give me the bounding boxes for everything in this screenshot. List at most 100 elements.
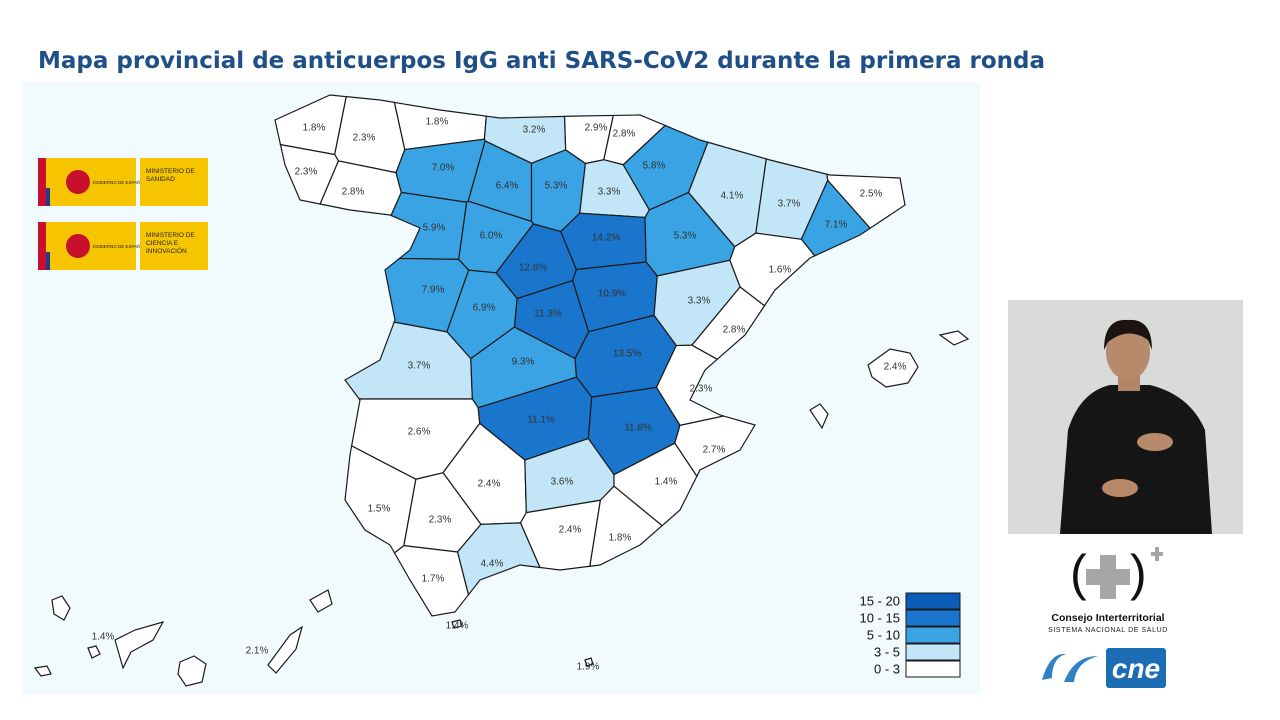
province <box>393 545 470 617</box>
province-label: 2.8% <box>613 129 636 140</box>
logo-ministry: MINISTERIO DE SANIDAD <box>146 168 195 183</box>
legend-label: 0 - 3 <box>874 661 900 676</box>
province-label: 3.7% <box>408 361 431 372</box>
interpreter-hand <box>1102 479 1138 497</box>
province-label: 1.9% <box>577 662 600 673</box>
legend-swatch <box>905 592 961 610</box>
interpreter-face <box>1106 324 1150 380</box>
province-label: 11.1% <box>527 415 555 426</box>
province-label: 2.3% <box>690 384 713 395</box>
province-label: 11.6% <box>624 423 652 434</box>
brand-logo: cne <box>1112 653 1160 684</box>
council-logo-cross <box>1086 555 1130 599</box>
province-label: 1.4% <box>92 632 115 643</box>
legend-swatch <box>905 626 961 644</box>
island <box>809 330 970 430</box>
logo-ministry-area: MINISTERIO DE CIENCIA E INNOVACIÓN <box>146 232 195 255</box>
province-label: 1.8% <box>426 117 449 128</box>
province-label: 1.6% <box>769 265 792 276</box>
province-label: 2.4% <box>559 525 582 536</box>
province <box>674 415 756 478</box>
province-label: 2.1% <box>246 646 269 657</box>
logo-flag-yellow <box>46 222 136 270</box>
province-label: 2.8% <box>723 325 746 336</box>
regions <box>33 94 970 687</box>
province-label: 3.3% <box>688 296 711 307</box>
province-label: 13.5% <box>613 349 641 360</box>
province-label: 1.4% <box>655 477 678 488</box>
province-label: 2.3% <box>353 133 376 144</box>
province-label: 12.6% <box>519 263 547 274</box>
province-label: 3.7% <box>778 199 801 210</box>
logo-shield <box>66 170 90 194</box>
legend-swatch <box>905 609 961 627</box>
legend-label: 15 - 20 <box>860 593 900 608</box>
island <box>584 657 594 667</box>
province-label: 5.3% <box>674 231 697 242</box>
province-label: 5.8% <box>643 161 666 172</box>
logo-ministry-box <box>140 222 208 270</box>
legend-label: 3 - 5 <box>874 644 900 659</box>
council-subtitle: SISTEMA NACIONAL DE SALUD <box>1048 627 1168 634</box>
logo-flag-red <box>38 158 46 206</box>
isc-logo <box>1042 653 1098 682</box>
province-label: 3.6% <box>551 477 574 488</box>
province-label: 2.6% <box>408 427 431 438</box>
province-label: 4.1% <box>721 191 744 202</box>
province-label: 2.9% <box>585 123 608 134</box>
province-label: 2.7% <box>703 445 726 456</box>
province-label: 5.3% <box>545 181 568 192</box>
island <box>451 619 463 629</box>
brand-logo-box <box>1106 648 1166 688</box>
province-label: 1.7% <box>422 574 445 585</box>
island <box>33 595 165 677</box>
logo-flag-yellow <box>46 158 136 206</box>
province-label: 2.3% <box>295 167 318 178</box>
legend-swatch <box>905 643 961 661</box>
legend-label: 10 - 15 <box>860 610 900 625</box>
province-label: 2.4% <box>884 362 907 373</box>
interpreter-hair <box>1104 319 1152 350</box>
logo-flag-red <box>38 222 46 270</box>
council-name: Consejo Interterritorial <box>1051 612 1164 624</box>
logo-ministry-area: MINISTERIO DE SANIDAD <box>146 168 195 183</box>
legend-label: 5 - 10 <box>867 627 900 642</box>
logo-flag-red <box>46 252 50 270</box>
province-label: 7.1% <box>825 220 848 231</box>
logo-flag-red <box>46 188 50 206</box>
interpreter-body <box>1060 385 1212 534</box>
logo-government: GOBIERNO DE ESPAÑA <box>93 243 144 249</box>
province-label: 3.3% <box>598 187 621 198</box>
province-label: 14.2% <box>592 233 620 244</box>
province-label: 2.4% <box>478 479 501 490</box>
province-label: 1.8% <box>609 533 632 544</box>
logo-ministry: MINISTERIO DE CIENCIA E INNOVACIÓN <box>146 232 195 255</box>
province-label: 2.5% <box>860 189 883 200</box>
logo-shield <box>66 234 90 258</box>
province <box>589 485 664 567</box>
province-label: 11.3% <box>534 309 562 320</box>
province-label: 6.0% <box>480 231 503 242</box>
province-label: 2.3% <box>429 515 452 526</box>
province-label: 5.9% <box>423 223 446 234</box>
interpreter-hand <box>1137 433 1173 451</box>
province-label: 6.4% <box>496 181 519 192</box>
province-label: 1.4% <box>446 621 469 632</box>
province-label: 1.8% <box>303 123 326 134</box>
slide-title: Mapa provincial de anticuerpos IgG anti … <box>38 48 1046 74</box>
council-logo-plus <box>1151 547 1163 561</box>
legend-swatch <box>905 660 961 678</box>
province-label: 1.5% <box>368 504 391 515</box>
logo-ministry-box <box>140 158 208 206</box>
province-label: 9.3% <box>512 357 535 368</box>
province-label: 7.0% <box>432 163 455 174</box>
logo-government: GOBIERNO DE ESPAÑA <box>93 179 144 185</box>
island <box>177 589 333 687</box>
province-label: 6.9% <box>473 303 496 314</box>
province-label: 7.9% <box>422 285 445 296</box>
province-label: 2.8% <box>342 187 365 198</box>
region-labels: 1.8% 2.3% 1.8% 3.2% 2.9% 2.8% 2.3% 2.8% 7.0% 6.4%… <box>92 117 907 673</box>
council-logo-paren: ) <box>1130 545 1147 601</box>
